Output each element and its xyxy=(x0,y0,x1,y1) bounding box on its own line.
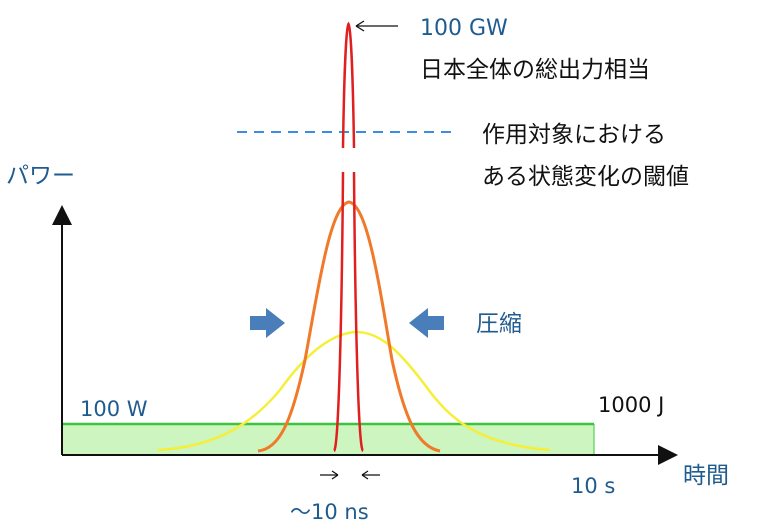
narrow-pulse-upper xyxy=(341,21,356,149)
x-axis-label: 時間 xyxy=(683,463,729,489)
narrow-pulse-lower xyxy=(332,171,365,453)
arrow-right-icon xyxy=(250,308,285,338)
duration-label: 10 s xyxy=(571,474,615,498)
mid-pulse-curve xyxy=(257,200,441,453)
base-power-label: 100 W xyxy=(80,397,148,421)
compress-label: 圧縮 xyxy=(476,311,522,337)
peak-note-label: 日本全体の総出力相当 xyxy=(420,57,650,83)
threshold-label-2: ある状態変化の閾値 xyxy=(482,164,689,190)
base-power-band xyxy=(62,424,594,455)
energy-label: 1000 J xyxy=(598,393,664,417)
y-axis-label: パワー xyxy=(6,163,75,189)
threshold-label-1: 作用対象における xyxy=(482,122,666,148)
peak-power-label: 100 GW xyxy=(420,16,508,41)
arrow-left-icon xyxy=(409,308,444,338)
pulse-width-label: 〜10 ns xyxy=(290,500,369,524)
